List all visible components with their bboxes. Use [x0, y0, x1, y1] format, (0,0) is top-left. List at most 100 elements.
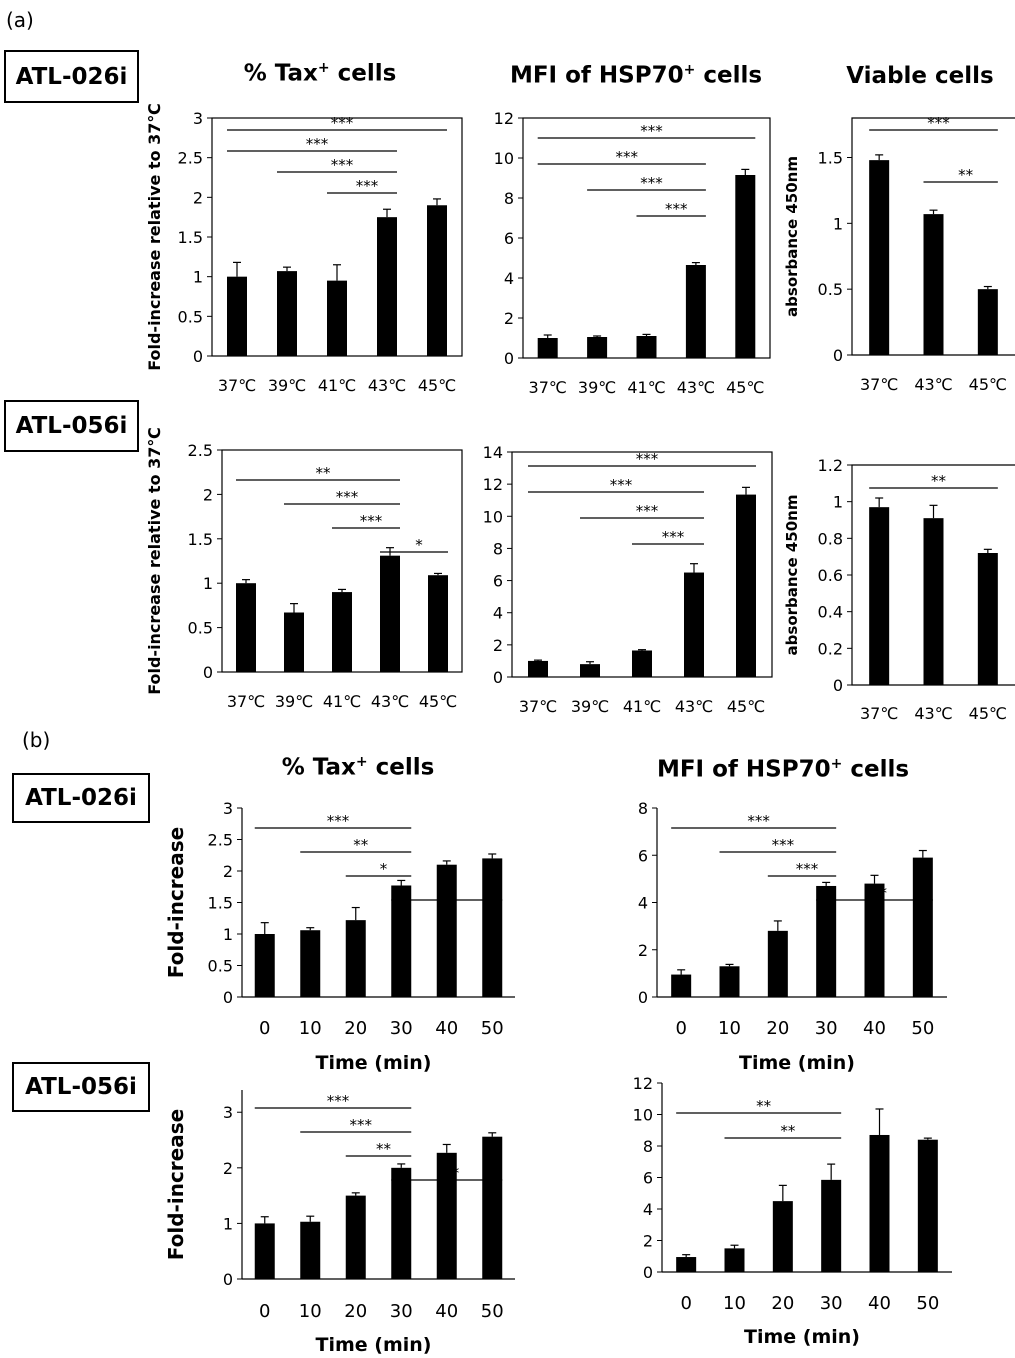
b1-bar: [300, 930, 321, 997]
a4-significance-label: ***: [336, 488, 359, 506]
a2-ytick-label: 12: [494, 109, 514, 128]
b2-significance-label: ***: [796, 860, 819, 878]
b2-bar: [864, 883, 885, 997]
a5-ytick-label: 2: [493, 636, 503, 655]
b4-category-label: 10: [723, 1293, 746, 1314]
a5-bar: [736, 494, 756, 677]
b4-ytick-label: 6: [643, 1169, 653, 1188]
a4-category-label: 39℃: [275, 692, 313, 711]
a3-y-axis-label: absorbance 450nm: [783, 156, 801, 317]
b2-x-axis-label: Time (min): [739, 1052, 855, 1074]
b1-ytick-label: 2.5: [208, 831, 233, 850]
a5-ytick-label: 8: [493, 539, 503, 558]
a1-category-label: 37℃: [218, 376, 256, 395]
a2-category-label: 43℃: [677, 378, 715, 397]
a5-significance-label: ***: [636, 450, 659, 468]
a4-ytick-label: 2: [203, 485, 213, 504]
b3-ytick-label: 1: [223, 1214, 233, 1233]
a3-bar: [869, 160, 890, 355]
b2-significance-label: ***: [772, 836, 795, 854]
a1-ytick-label: 2: [193, 188, 203, 207]
b3-ytick-label: 2: [223, 1159, 233, 1178]
b4-ytick-label: 4: [643, 1200, 653, 1219]
a2-category-label: 45℃: [726, 378, 764, 397]
title-hsp-b: MFI of HSP70+ cells: [656, 756, 910, 783]
a5-ytick-label: 14: [483, 443, 503, 462]
a3-category-label: 37℃: [860, 375, 898, 394]
b1-ytick-label: 3: [223, 799, 233, 818]
a6-ytick-label: 0: [833, 676, 843, 695]
b2-category-label: 30: [815, 1018, 838, 1039]
a5-significance-label: ***: [662, 528, 685, 546]
a1-ytick-label: 1.5: [178, 228, 203, 247]
a2-ytick-label: 4: [504, 269, 514, 288]
a6-ytick-label: 0.4: [818, 603, 843, 622]
b3-significance-label: **: [376, 1140, 392, 1158]
a6-ytick-label: 0.2: [818, 639, 843, 658]
a2-ytick-label: 8: [504, 189, 514, 208]
title-hsp-a: MFI of HSP70+ cells: [509, 62, 763, 89]
a5-category-label: 37℃: [519, 697, 557, 716]
b1-category-label: 40: [435, 1018, 458, 1039]
b1-category-label: 0: [259, 1018, 270, 1039]
b1-bar: [254, 934, 275, 997]
b4-significance-label: **: [756, 1097, 772, 1115]
a1-ytick-label: 0: [193, 347, 203, 366]
b2-bar: [816, 885, 837, 997]
b2-category-label: 10: [718, 1018, 741, 1039]
a2-ytick-label: 0: [504, 349, 514, 368]
b3-significance-label: ***: [327, 1092, 350, 1110]
a2-ytick-label: 2: [504, 309, 514, 328]
a2-significance-label: ***: [616, 148, 639, 166]
b1-bar: [391, 885, 412, 997]
b3-bar: [391, 1167, 412, 1279]
b4-bar: [772, 1201, 793, 1272]
a1-bar: [277, 271, 297, 356]
a4-category-label: 43℃: [371, 692, 409, 711]
a1-significance-label: ***: [331, 156, 354, 174]
a3-bar: [977, 289, 998, 355]
b3-category-label: 40: [435, 1301, 458, 1322]
a3-category-label: 45℃: [969, 375, 1007, 394]
a5-ytick-label: 12: [483, 475, 503, 494]
b2-ytick-label: 2: [638, 941, 648, 960]
a1-category-label: 39℃: [268, 376, 306, 395]
b1-bar: [345, 920, 366, 997]
a5-significance-label: ***: [636, 502, 659, 520]
b4-bar: [917, 1139, 938, 1272]
b4-ytick-label: 10: [633, 1106, 653, 1125]
b3-bar: [300, 1221, 321, 1279]
a4-category-label: 41℃: [323, 692, 361, 711]
a2-bar: [685, 265, 706, 358]
a6-category-label: 45℃: [969, 704, 1007, 723]
a2-significance-label: ***: [665, 200, 688, 218]
a2-significance-label: ***: [640, 174, 663, 192]
a2-category-label: 39℃: [578, 378, 616, 397]
a1-category-label: 41℃: [318, 376, 356, 395]
b1-category-label: 30: [390, 1018, 413, 1039]
a1-bar: [227, 276, 247, 356]
b3-category-label: 20: [344, 1301, 367, 1322]
a4-ytick-label: 1.5: [188, 530, 213, 549]
a4-bar: [332, 592, 352, 672]
b4-x-axis-label: Time (min): [744, 1326, 860, 1348]
a4-significance-label: **: [316, 464, 332, 482]
a4-bar: [380, 555, 400, 672]
a6-ytick-label: 1: [833, 493, 843, 512]
panel-label-a: (a): [6, 8, 34, 32]
b2-significance-label: **: [872, 884, 888, 902]
b4-category-label: 40: [868, 1293, 891, 1314]
a6-ytick-label: 0.6: [818, 566, 843, 585]
a1-y-axis-label: Fold-increase relative to 37℃: [145, 103, 164, 371]
cell-line-label-atl056i-a: ATL-056i: [4, 400, 139, 452]
a5-category-label: 43℃: [675, 697, 713, 716]
b2-category-label: 50: [911, 1018, 934, 1039]
a2-bar: [587, 337, 608, 358]
b2-bar: [912, 857, 933, 997]
b3-bar: [482, 1136, 503, 1279]
b3-ytick-label: 3: [223, 1103, 233, 1122]
b1-ytick-label: 2: [223, 862, 233, 881]
a3-ytick-label: 1.5: [818, 149, 843, 168]
a2-ytick-label: 6: [504, 229, 514, 248]
a6-category-label: 43℃: [914, 704, 952, 723]
